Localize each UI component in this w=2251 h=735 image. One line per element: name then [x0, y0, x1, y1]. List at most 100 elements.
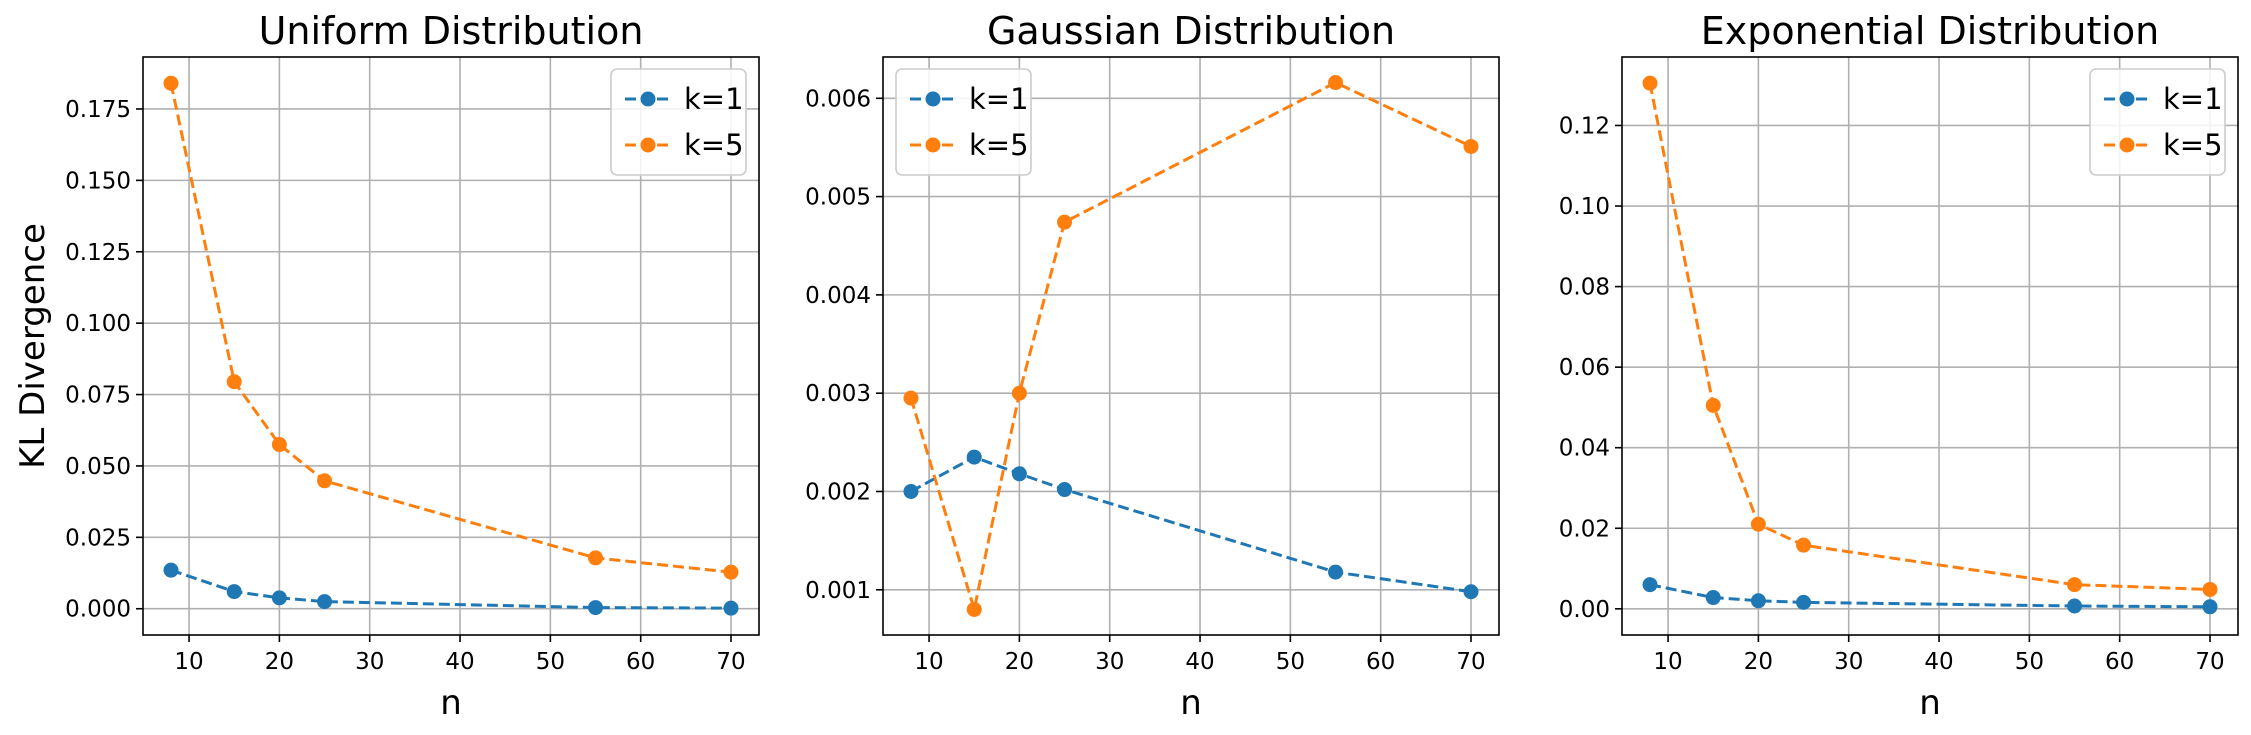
- plot-frame: [882, 56, 1500, 636]
- data-point-k1: [1057, 482, 1073, 498]
- data-point-k5: [1011, 385, 1027, 401]
- chart-title: Exponential Distribution: [1701, 9, 2160, 53]
- legend-label: k=1: [2163, 82, 2223, 116]
- data-point-k1: [1642, 577, 1658, 593]
- x-tick-label: 50: [2015, 649, 2044, 675]
- legend: k=1k=5: [610, 68, 747, 176]
- x-tick-label: 30: [1095, 649, 1124, 675]
- legend-label: k=1: [684, 82, 744, 116]
- x-tick-label: 50: [1276, 649, 1305, 675]
- y-tick-label: 0.100: [65, 311, 131, 337]
- legend-label: k=1: [969, 82, 1029, 116]
- x-tick-label: 20: [265, 649, 294, 675]
- legend-label: k=5: [2163, 128, 2223, 162]
- legend-marker: [640, 91, 656, 107]
- data-point-k5: [1057, 214, 1073, 230]
- x-tick-label: 60: [2105, 649, 2134, 675]
- y-tick-label: 0.002: [805, 479, 871, 505]
- data-point-k1: [1705, 590, 1721, 606]
- data-point-k5: [1642, 75, 1658, 91]
- y-tick-label: 0.050: [65, 454, 131, 480]
- x-tick-label: 60: [626, 649, 655, 675]
- y-tick-label: 0.175: [65, 97, 131, 123]
- y-tick-label: 0.10: [1559, 194, 1610, 220]
- data-point-k5: [2067, 577, 2083, 593]
- series-line-k1: [170, 568, 732, 610]
- x-axis-label: n: [1919, 683, 1941, 723]
- data-point-k1: [2067, 598, 2083, 614]
- x-tick-label: 40: [1185, 649, 1214, 675]
- data-point-k5: [1796, 537, 1812, 553]
- x-tick-label: 50: [536, 649, 565, 675]
- y-tick-label: 0.075: [65, 383, 131, 409]
- data-point-k1: [723, 600, 739, 616]
- legend: k=1k=5: [895, 68, 1032, 176]
- series-line-k1: [910, 455, 1472, 594]
- legend-marker: [2119, 137, 2135, 153]
- legend-label: k=5: [684, 128, 744, 162]
- data-point-k1: [903, 483, 919, 499]
- y-tick-label: 0.025: [65, 525, 131, 551]
- panel-3: 10 20 30 40 50 60 70 0.00 0.02 0.04 0.06 0.08 0.10 0.…: [1559, 9, 2239, 723]
- data-point-k1: [271, 590, 287, 606]
- series-line-k5: [909, 80, 1472, 610]
- x-tick-label: 40: [1924, 649, 1953, 675]
- panel-2: 10 20 30 40 50 60 70 0.001 0.002 0.003 0.004 0.005 0…: [805, 9, 1500, 723]
- series-line-k5: [169, 82, 732, 574]
- x-tick-label: 10: [914, 649, 943, 675]
- data-point-k5: [966, 601, 982, 617]
- x-tick-label: 70: [716, 649, 745, 675]
- data-point-k5: [1463, 138, 1479, 154]
- y-tick-label: 0.02: [1559, 516, 1610, 542]
- data-point-k1: [1011, 466, 1027, 482]
- legend-marker: [2119, 91, 2135, 107]
- data-point-k5: [226, 374, 242, 390]
- chart-title: Gaussian Distribution: [987, 9, 1395, 53]
- x-tick-label: 70: [2195, 649, 2224, 675]
- data-point-k5: [588, 550, 604, 566]
- plot-frame: [1621, 56, 2239, 636]
- legend-marker: [925, 91, 941, 107]
- x-tick-label: 20: [1005, 649, 1034, 675]
- plot-frame: [142, 56, 760, 636]
- y-tick-label: 0.06: [1559, 355, 1610, 381]
- y-tick-label: 0.001: [805, 578, 871, 604]
- data-point-k5: [317, 473, 333, 489]
- y-tick-label: 0.150: [65, 168, 131, 194]
- x-tick-label: 30: [355, 649, 384, 675]
- data-point-k1: [588, 600, 604, 616]
- y-tick-label: 0.12: [1559, 113, 1610, 139]
- data-point-k1: [966, 449, 982, 465]
- data-point-k5: [1750, 516, 1766, 532]
- panel-1: 10 20 30 40 50 60 70 0.000 0.025 0.050 0.075 0.100 0…: [13, 9, 760, 723]
- data-point-k5: [1328, 75, 1344, 91]
- data-point-k1: [1796, 594, 1812, 610]
- series-line-k5: [1648, 82, 2211, 591]
- data-point-k1: [1750, 593, 1766, 609]
- data-point-k5: [2202, 581, 2218, 597]
- x-tick-label: 10: [1653, 649, 1682, 675]
- data-point-k5: [903, 390, 919, 406]
- y-tick-label: 0.00: [1559, 597, 1610, 623]
- x-tick-label: 10: [174, 649, 203, 675]
- x-tick-label: 60: [1366, 649, 1395, 675]
- data-point-k1: [1463, 584, 1479, 600]
- y-axis-label: KL Divergence: [13, 223, 53, 469]
- y-tick-label: 0.003: [805, 381, 871, 407]
- legend: k=1k=5: [2089, 68, 2226, 176]
- y-tick-label: 0.08: [1559, 275, 1610, 301]
- data-point-k1: [2202, 599, 2218, 615]
- x-tick-label: 40: [445, 649, 474, 675]
- x-axis-label: n: [1180, 683, 1202, 723]
- x-tick-label: 30: [1834, 649, 1863, 675]
- y-tick-label: 0.000: [65, 597, 131, 623]
- data-point-k5: [163, 75, 179, 91]
- y-tick-label: 0.125: [65, 240, 131, 266]
- y-tick-label: 0.004: [805, 283, 871, 309]
- y-tick-label: 0.006: [805, 86, 871, 112]
- data-point-k1: [226, 584, 242, 600]
- y-tick-label: 0.005: [805, 185, 871, 211]
- x-tick-label: 20: [1744, 649, 1773, 675]
- series-line-k1: [1649, 583, 2211, 609]
- data-point-k5: [271, 437, 287, 453]
